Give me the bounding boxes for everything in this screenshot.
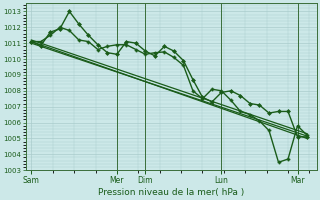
X-axis label: Pression niveau de la mer( hPa ): Pression niveau de la mer( hPa ) xyxy=(98,188,244,197)
